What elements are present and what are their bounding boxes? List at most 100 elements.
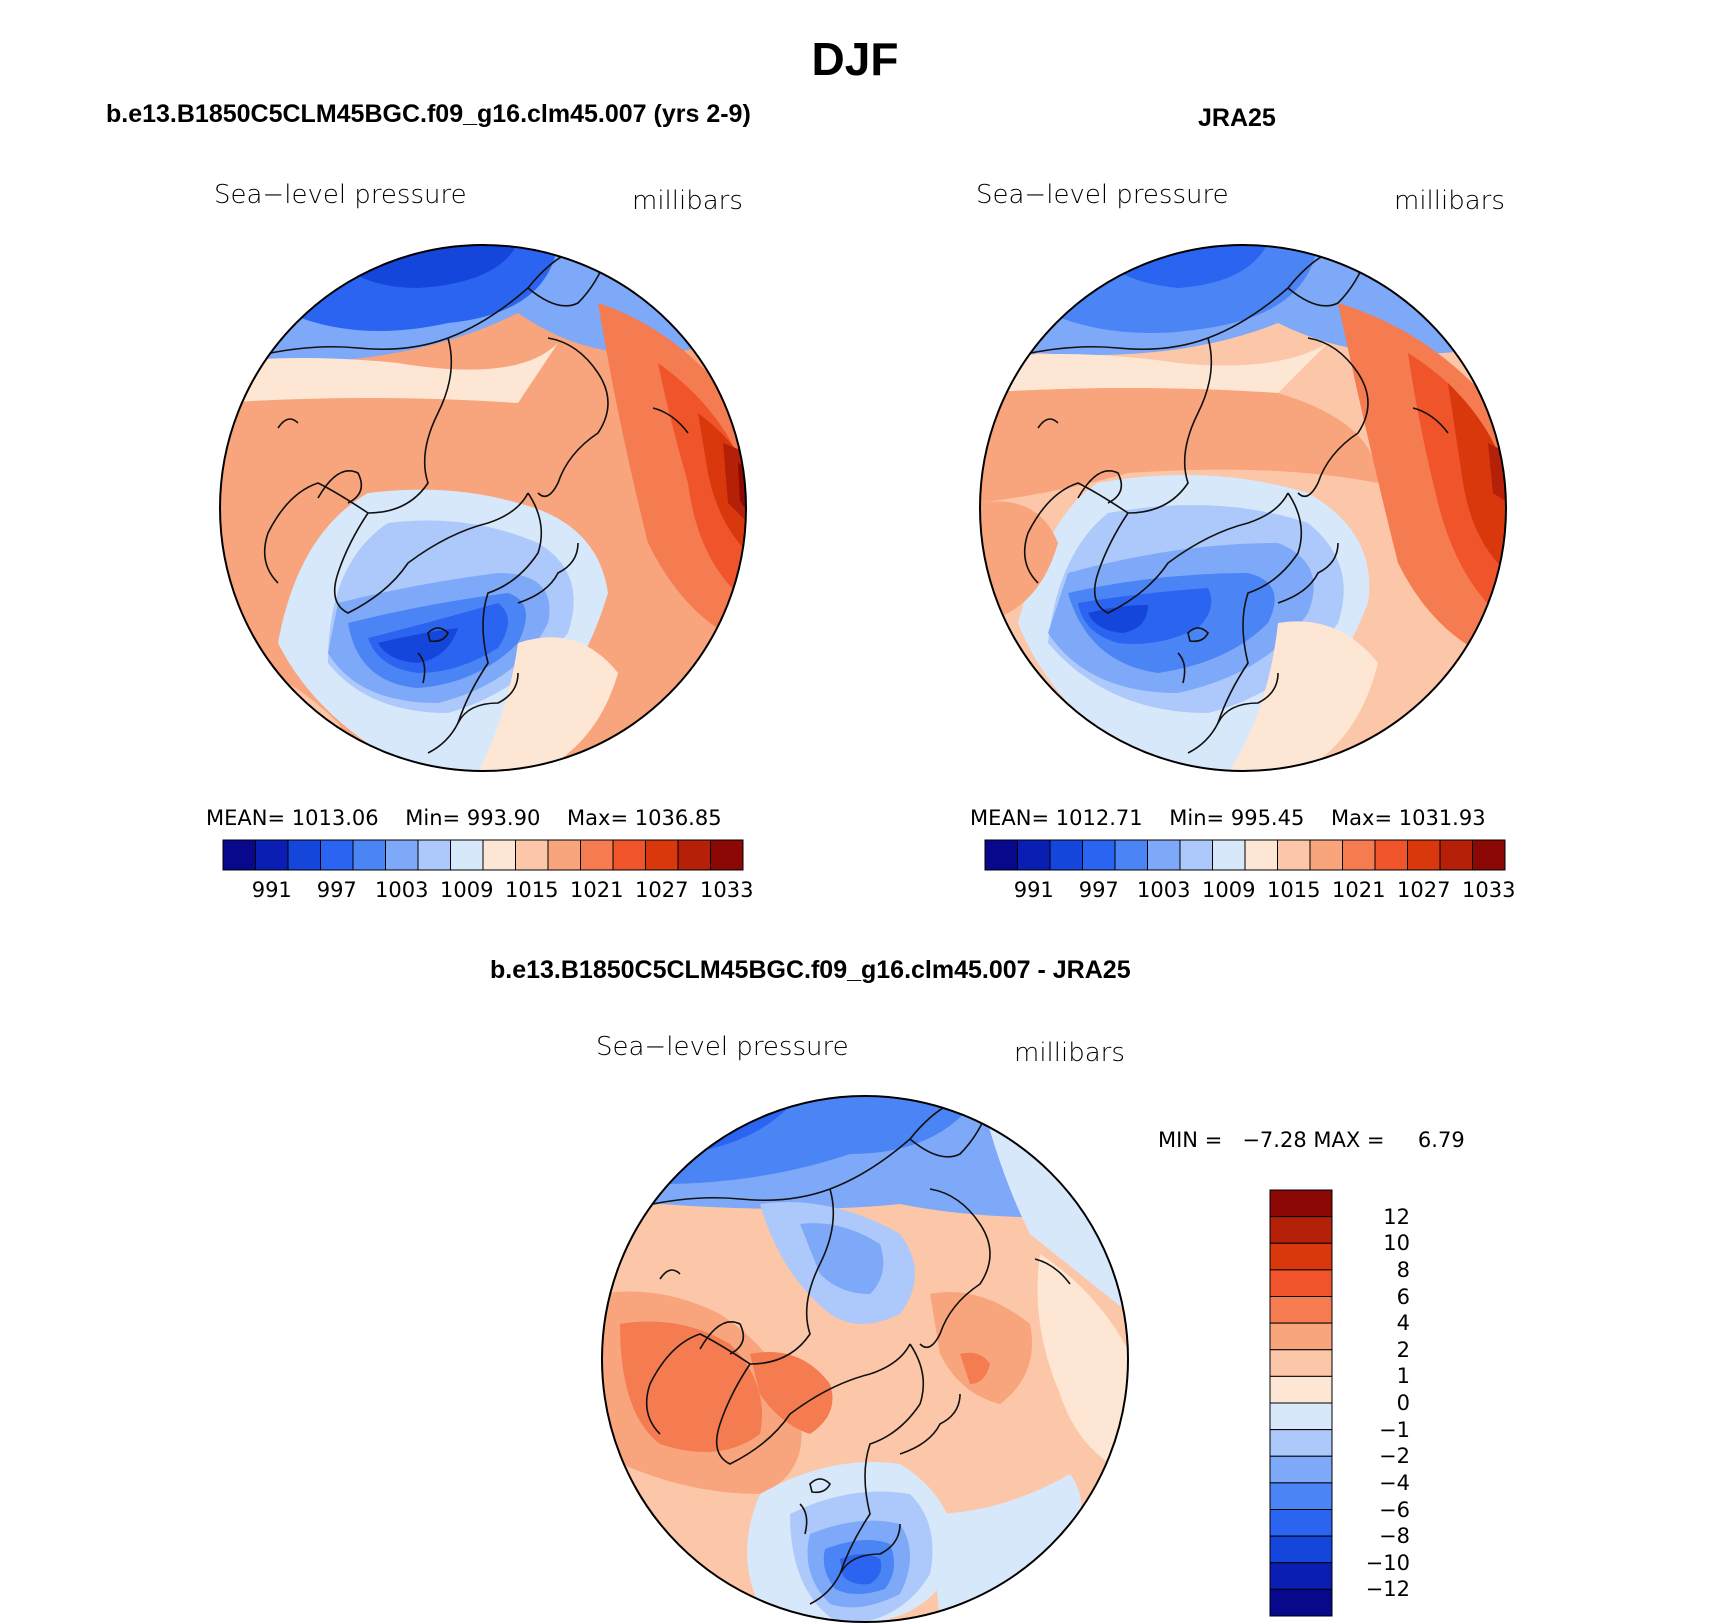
obs-colorbar-swatch [1342, 839, 1376, 871]
model-colorbar-swatch [255, 839, 289, 871]
model-variable-label: Sea−level pressure [214, 180, 467, 210]
obs-colorbar-swatch [1179, 839, 1213, 871]
diff-colorbar-swatch [1269, 1482, 1333, 1510]
model-max: 1036.85 [634, 806, 722, 830]
obs-colorbar-swatch [1309, 839, 1343, 871]
diff-colorbar-swatch [1269, 1269, 1333, 1297]
obs-colorbar-tick-label: 1033 [1462, 878, 1516, 902]
model-colorbar-swatch [320, 839, 354, 871]
diff-colorbar-tick-label: 6 [1396, 1284, 1410, 1309]
diff-colorbar-swatch [1269, 1216, 1333, 1244]
diff-colorbar-tick-label: 10 [1383, 1231, 1410, 1256]
diff-colorbar-tick-label: −6 [1379, 1497, 1410, 1522]
obs-colorbar-swatch [1244, 839, 1278, 871]
diff-polar-map [601, 1095, 1129, 1623]
diff-colorbar-tick-label: −4 [1379, 1470, 1410, 1495]
diff-colorbar-tick-label: −12 [1365, 1577, 1410, 1602]
diff-colorbar-tick-label: −1 [1379, 1417, 1410, 1442]
diff-units-label: millibars [1014, 1038, 1125, 1068]
obs-colorbar [984, 839, 1506, 871]
obs-colorbar-ticks: 991 997 1003 1009 1015 1021 1027 1033 [985, 878, 1516, 908]
obs-colorbar-swatch [1082, 839, 1116, 871]
model-colorbar-swatch [385, 839, 419, 871]
obs-colorbar-tick-label: 1015 [1267, 878, 1321, 902]
obs-colorbar-swatch [1114, 839, 1148, 871]
diff-colorbar-tick-label: 1 [1396, 1364, 1410, 1389]
obs-colorbar-swatch [1277, 839, 1311, 871]
diff-colorbar-tick-label: 4 [1396, 1311, 1410, 1336]
diff-colorbar [1269, 1189, 1333, 1617]
diff-colorbar-swatch [1269, 1349, 1333, 1377]
model-colorbar-swatch [547, 839, 581, 871]
model-colorbar-swatch [417, 839, 451, 871]
model-colorbar-tick-label: 997 [316, 878, 357, 902]
model-units-label: millibars [632, 186, 743, 216]
diff-panel-title: b.e13.B1850C5CLM45BGC.f09_g16.clm45.007 … [490, 956, 1131, 984]
obs-colorbar-tick-label: 1021 [1332, 878, 1386, 902]
obs-colorbar-swatch [1212, 839, 1246, 871]
model-colorbar-tick-label: 1015 [505, 878, 559, 902]
diff-colorbar-tick-label: 2 [1396, 1337, 1410, 1362]
model-colorbar-tick-label: 1033 [700, 878, 754, 902]
model-colorbar-swatch [515, 839, 549, 871]
diff-colorbar-swatch [1269, 1189, 1333, 1218]
diff-colorbar-swatch [1269, 1509, 1333, 1537]
diff-colorbar-swatch [1269, 1242, 1333, 1271]
diff-colorbar-swatch [1269, 1375, 1333, 1404]
diff-colorbar-swatch [1269, 1455, 1333, 1484]
model-panel-title: b.e13.B1850C5CLM45BGC.f09_g16.clm45.007 … [106, 100, 751, 128]
diff-colorbar-swatch [1269, 1402, 1333, 1431]
model-colorbar-swatch [710, 839, 744, 871]
obs-panel-title: JRA25 [1198, 104, 1276, 132]
obs-colorbar-swatch [1017, 839, 1051, 871]
diff-colorbar-ticks: 12 10 8 6 4 2 1 0 −1 −2 −4 −6 −8 −10 −12 [1340, 1190, 1420, 1616]
model-mean: 1013.06 [291, 806, 379, 830]
diff-variable-label: Sea−level pressure [596, 1032, 849, 1062]
diff-stats: MIN = −7.28 MAX = 6.79 [1158, 1128, 1465, 1152]
model-colorbar-tick-label: 991 [251, 878, 292, 902]
model-colorbar-swatch [222, 839, 256, 871]
model-min: 993.90 [466, 806, 541, 830]
obs-colorbar-swatch [1374, 839, 1408, 871]
obs-colorbar-swatch [1049, 839, 1083, 871]
obs-units-label: millibars [1394, 186, 1505, 216]
obs-stats: MEAN= 1012.71 Min= 995.45 Max= 1031.93 [970, 806, 1486, 830]
obs-colorbar-tick-label: 991 [1013, 878, 1054, 902]
model-colorbar-tick-label: 1021 [570, 878, 624, 902]
obs-colorbar-swatch [984, 839, 1018, 871]
model-polar-map [219, 244, 747, 772]
diff-colorbar-tick-label: −8 [1379, 1524, 1410, 1549]
diff-colorbar-tick-label: 12 [1383, 1204, 1410, 1229]
model-colorbar-swatch [287, 839, 321, 871]
diff-colorbar-swatch [1269, 1588, 1333, 1617]
model-colorbar-tick-label: 1003 [375, 878, 429, 902]
obs-colorbar-swatch [1472, 839, 1506, 871]
model-colorbar [222, 839, 744, 871]
diff-colorbar-tick-label: 8 [1396, 1257, 1410, 1282]
diff-min: −7.28 [1242, 1128, 1307, 1152]
diff-colorbar-swatch [1269, 1429, 1333, 1457]
model-stats: MEAN= 1013.06 Min= 993.90 Max= 1036.85 [206, 806, 722, 830]
model-colorbar-tick-label: 1009 [440, 878, 494, 902]
obs-colorbar-tick-label: 1009 [1202, 878, 1256, 902]
obs-variable-label: Sea−level pressure [976, 180, 1229, 210]
diff-colorbar-swatch [1269, 1322, 1333, 1351]
figure-title: DJF [811, 33, 899, 85]
obs-mean: 1012.71 [1055, 806, 1143, 830]
obs-colorbar-tick-label: 1027 [1397, 878, 1451, 902]
diff-colorbar-swatch [1269, 1535, 1333, 1564]
obs-colorbar-swatch [1407, 839, 1441, 871]
obs-max: 1031.93 [1398, 806, 1486, 830]
model-colorbar-swatch [482, 839, 516, 871]
diff-colorbar-swatch [1269, 1562, 1333, 1590]
model-colorbar-swatch [677, 839, 711, 871]
model-colorbar-swatch [352, 839, 386, 871]
model-colorbar-swatch [450, 839, 484, 871]
obs-polar-map [979, 244, 1507, 772]
diff-colorbar-tick-label: 0 [1396, 1391, 1410, 1415]
diff-colorbar-tick-label: −2 [1379, 1444, 1410, 1469]
obs-colorbar-tick-label: 1003 [1137, 878, 1191, 902]
model-colorbar-ticks: 991 997 1003 1009 1015 1021 1027 1033 [223, 878, 754, 908]
diff-max: 6.79 [1417, 1128, 1465, 1152]
model-colorbar-swatch [580, 839, 614, 871]
